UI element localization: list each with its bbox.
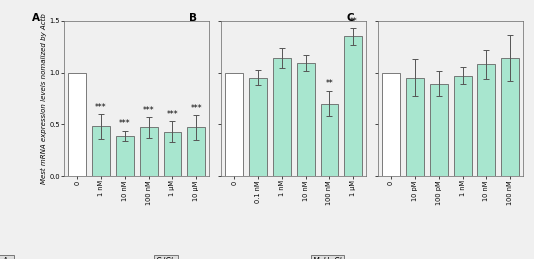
Bar	[187, 127, 205, 176]
Bar	[273, 58, 290, 176]
Bar	[225, 73, 243, 176]
Bar	[406, 78, 424, 176]
Bar	[344, 36, 362, 176]
Text: ***: ***	[143, 106, 154, 115]
Text: B: B	[189, 13, 197, 23]
Bar	[454, 76, 472, 176]
Bar	[297, 63, 315, 176]
Text: CdCl₂: CdCl₂	[155, 257, 176, 259]
Bar	[249, 78, 267, 176]
Bar	[163, 132, 182, 176]
Text: ***: ***	[191, 104, 202, 113]
Text: **: **	[326, 79, 333, 88]
Bar	[430, 84, 447, 176]
Text: C: C	[346, 13, 354, 23]
Y-axis label: Mest mRNA expression levels nomalized by Actb: Mest mRNA expression levels nomalized by…	[41, 13, 46, 184]
Bar	[92, 126, 110, 176]
Text: ***: ***	[119, 119, 131, 128]
Text: **: **	[349, 17, 357, 26]
Bar	[320, 104, 339, 176]
Bar	[68, 73, 86, 176]
Text: oAs: oAs	[0, 257, 13, 259]
Text: A: A	[32, 13, 40, 23]
Text: ***: ***	[95, 103, 107, 112]
Bar	[140, 127, 158, 176]
Bar	[477, 64, 496, 176]
Text: ***: ***	[167, 110, 178, 119]
Text: MeHgCl: MeHgCl	[312, 257, 342, 259]
Bar	[501, 58, 519, 176]
Bar	[382, 73, 400, 176]
Bar	[116, 136, 134, 176]
